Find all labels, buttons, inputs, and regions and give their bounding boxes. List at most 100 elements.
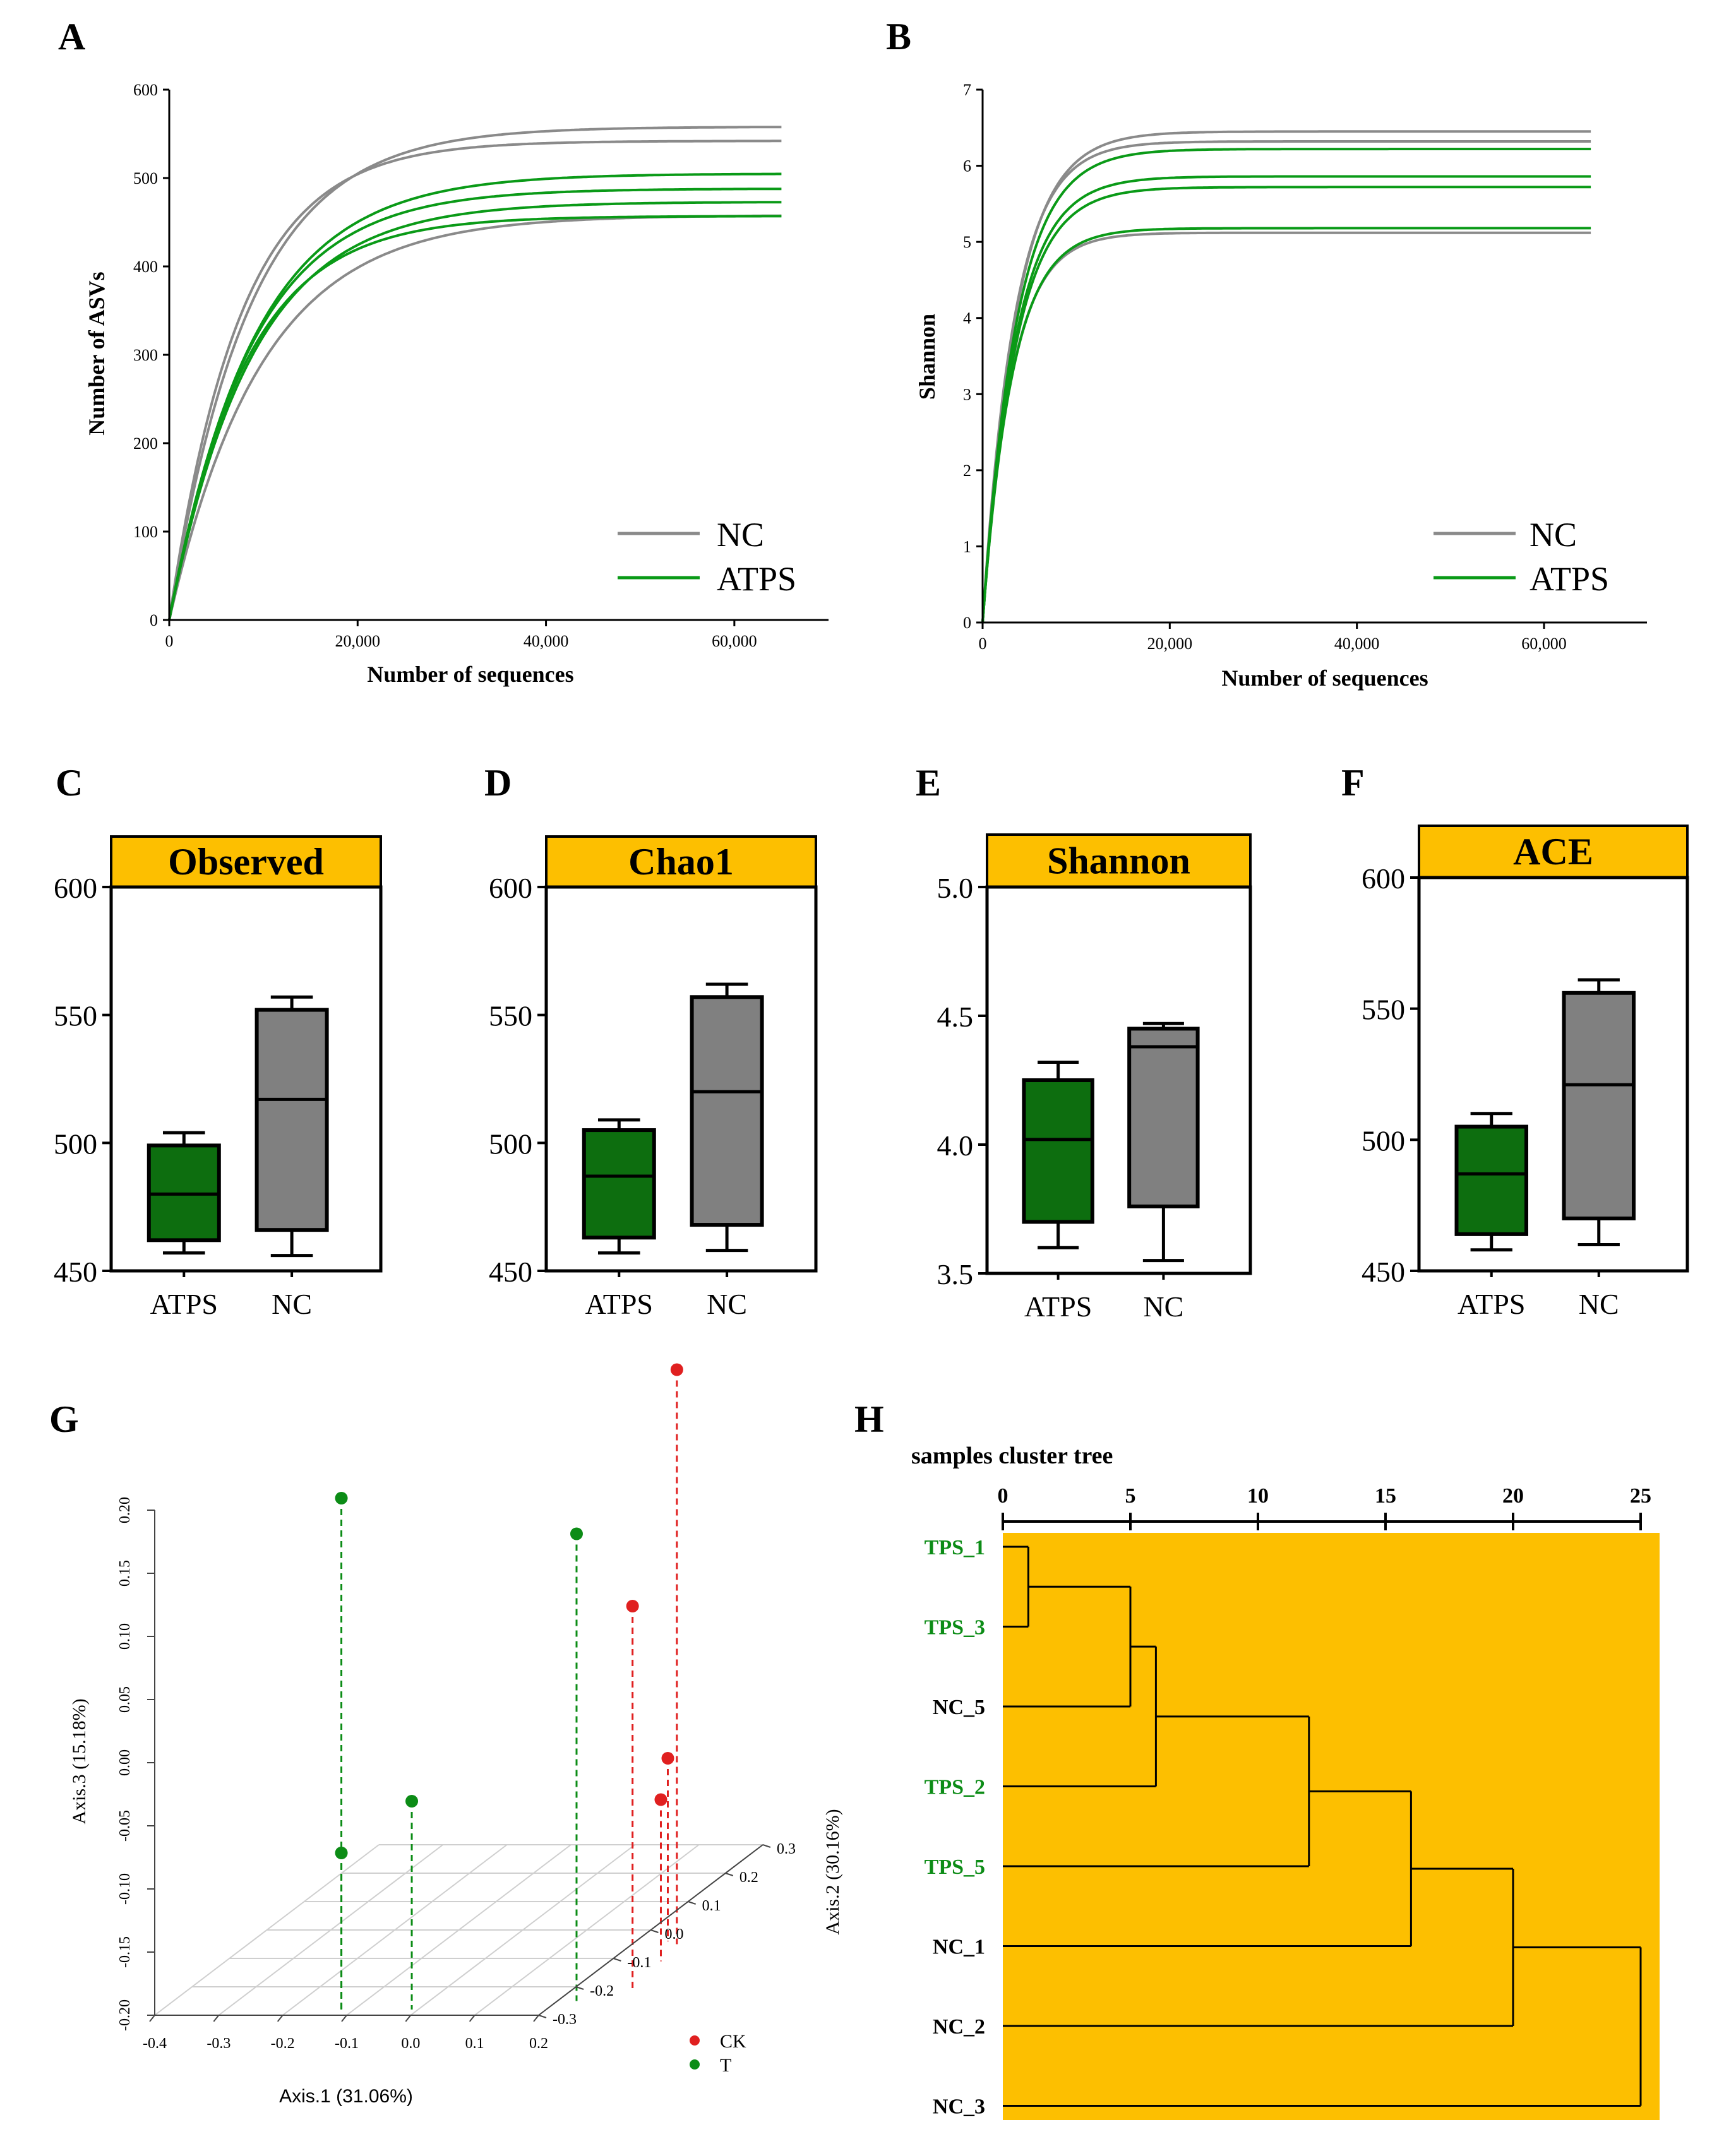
panel-b-x-label: Number of sequences (1221, 665, 1428, 691)
panel-g-y-label: Axis.2 (30.16%) (822, 1809, 843, 1934)
panel-g-x-tick (149, 2015, 155, 2022)
panel-c-y-tick-label: 450 (54, 1256, 97, 1288)
panel-b-series-line-nc-0 (981, 130, 1591, 623)
panel-b-x-tick-label: 60,000 (1521, 634, 1567, 653)
panel-e-box-nc (1127, 1027, 1200, 1208)
panel-a-y-tick-label: 300 (133, 346, 158, 364)
panel-d-y-tick-label: 500 (489, 1128, 532, 1160)
panel-g-legend-t-marker (690, 2059, 700, 2070)
panel-d-box-atps (582, 1128, 656, 1240)
panel-b-y-tick-label: 1 (963, 537, 971, 556)
panel-g-point-t-2 (405, 1795, 419, 1808)
panel-g-x-tick-label: 0.0 (401, 2035, 420, 2052)
panel-g-point-t-3 (570, 1527, 583, 1540)
panel-f-title-bar (1418, 825, 1689, 879)
panel-g-point-t-1 (335, 1847, 348, 1859)
panel-a-y-tick-label: 0 (150, 611, 158, 629)
panel-a-x-tick-label: 20,000 (335, 632, 381, 650)
panel-a-legend-atps-label: ATPS (717, 560, 796, 598)
panel-g-legend-ck-marker (690, 2035, 700, 2046)
panel-g-x-tick (533, 2015, 539, 2022)
panel-g-point-ck-4 (670, 1363, 683, 1376)
panel-a-rarefaction-asvs: 0 20,000 40,000 60,000 0 100 200 300 400 500 600 N… (84, 81, 829, 687)
alpha-diversity-boxplots: Observed 450 500 550 600 ATPS NC Chao1 450 500 550… (54, 825, 1689, 1323)
panel-a-series-line-atps-5 (168, 201, 782, 621)
panel-b-rarefaction-shannon: 0 20,000 40,000 60,000 0 1 2 3 4 5 6 7 Number of se… (914, 81, 1647, 691)
panel-b-series-line-nc-2 (981, 231, 1591, 623)
panel-h-leaf-label-nc_1: NC_1 (933, 1936, 985, 1959)
panel-f-boxplot: ACE 450 500 550 600 ATPS NC (1362, 825, 1689, 1320)
panel-letter-a: A (58, 16, 85, 57)
panel-b-y-label: Shannon (914, 314, 940, 400)
panel-g-x-tick (213, 2015, 220, 2022)
panel-a-legend-nc-label: NC (717, 516, 764, 554)
panel-b-y-tick-label: 2 (963, 462, 971, 480)
panel-h-leaf-label-nc_2: NC_2 (933, 2015, 985, 2039)
panel-c-box-nc (254, 1008, 329, 1232)
panel-h-leaf-label-tps_5: TPS_5 (925, 1855, 985, 1879)
panel-g-point-ck-6 (661, 1752, 674, 1765)
panel-g-y-tick-label: 0.2 (739, 1869, 758, 1886)
panel-h-leaf-label-tps_2: TPS_2 (925, 1776, 985, 1799)
panel-a-y-tick-label: 100 (133, 523, 158, 541)
panel-g-x-tick (277, 2015, 284, 2022)
panel-g-z-tick-label: -0.05 (117, 1810, 133, 1842)
panel-c-y-tick-label: 600 (54, 872, 97, 904)
panel-h-title: samples cluster tree (911, 1443, 1113, 1469)
panel-g-z-tick-label: 0.00 (117, 1749, 133, 1776)
panel-d-category-label-atps: ATPS (585, 1288, 653, 1320)
panel-h-leaf-label-tps_1: TPS_1 (925, 1536, 985, 1559)
panel-b-y-tick-label: 4 (963, 309, 971, 328)
panel-g-y-tick (650, 1929, 659, 1933)
panel-g-x-tick (469, 2015, 476, 2022)
panel-a-series-line-nc-1 (168, 140, 782, 621)
panel-b-legend-nc-label: NC (1529, 516, 1577, 554)
panel-h-leaf-label-tps_3: TPS_3 (925, 1616, 985, 1640)
panel-f-title: ACE (1513, 831, 1593, 873)
panel-letter-d: D (484, 762, 512, 804)
panel-g-y-tick (762, 1844, 771, 1848)
panel-b-series-line-atps-5 (981, 186, 1591, 623)
panel-g-y-tick-label: 0.0 (665, 1926, 684, 1943)
panel-h-scale-tick-label: 10 (1247, 1484, 1269, 1508)
panel-g-y-tick-label: -0.2 (590, 1983, 614, 1999)
panel-d-category-label-nc: NC (707, 1288, 747, 1320)
panel-h-scale-tick-label: 20 (1502, 1484, 1524, 1508)
panel-h-leaf-label-nc_5: NC_5 (933, 1696, 985, 1719)
panel-e-y-tick-label: 3.5 (937, 1258, 974, 1290)
panel-b-y-tick-label: 6 (963, 157, 971, 176)
panel-g-point-ck-7 (654, 1793, 667, 1806)
panel-d-box-nc (690, 995, 764, 1227)
panel-g-y-tick (575, 1986, 584, 1990)
panel-d-boxplot: Chao1 450 500 550 600 ATPS NC (489, 835, 818, 1320)
panel-g-x-tick (341, 2015, 347, 2022)
panel-h-scale-tick-label: 5 (1125, 1484, 1136, 1508)
panel-e-y-tick-label: 4.5 (937, 1001, 974, 1033)
panel-b-series-line-nc-1 (981, 140, 1591, 623)
panel-h-scale-tick-label: 15 (1375, 1484, 1396, 1508)
panel-g-x-tick-label: -0.4 (143, 2035, 167, 2052)
panel-f-frame (1417, 876, 1689, 1273)
panel-b-series-line-atps-3 (981, 148, 1591, 623)
panel-e-y-tick-label: 5.0 (937, 872, 974, 904)
panel-b-legend: NC ATPS (1434, 516, 1609, 598)
panel-d-title: Chao1 (628, 841, 734, 883)
panel-b-y-tick-label: 3 (963, 385, 971, 403)
panel-a-series-line-atps-4 (168, 188, 782, 621)
panel-g-y-tick-label: 0.3 (777, 1841, 796, 1857)
panel-h-scale-tick-label: 25 (1630, 1484, 1651, 1508)
panel-letter-b: B (886, 16, 911, 57)
panel-g-legend: CK T (690, 2031, 746, 2076)
panel-g-y-tick-label: -0.3 (553, 2011, 577, 2028)
panel-g-point-t-0 (335, 1492, 348, 1504)
panel-letter-e: E (916, 762, 941, 804)
panel-c-title-bar (110, 835, 382, 888)
panel-c-title: Observed (168, 841, 324, 883)
panel-a-x-tick-label: 60,000 (712, 632, 757, 650)
panel-f-category-label-atps: ATPS (1458, 1288, 1525, 1320)
panel-b-y-tick-label: 7 (963, 81, 971, 99)
panel-g-y-tick (613, 1958, 621, 1962)
panel-letter-f: F (1341, 762, 1365, 804)
panel-b-y-tick-label: 0 (963, 614, 971, 632)
panel-g-legend-ck-label: CK (720, 2031, 746, 2052)
